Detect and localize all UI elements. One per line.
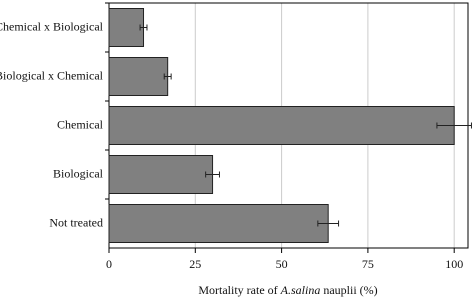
bar [108, 204, 329, 243]
x-tick-label: 50 [276, 257, 288, 271]
y-tick-label: Chemical x Biological [0, 19, 104, 33]
x-axis-label-end: nauplii (%) [323, 283, 377, 297]
x-axis-label-italic: A.salina [280, 283, 321, 297]
y-tick-label: Not treated [49, 215, 103, 229]
x-tick-label: 100 [445, 257, 463, 271]
bar [108, 155, 214, 194]
y-tick-label: Chemical [57, 117, 104, 131]
bar [108, 57, 169, 96]
y-tick-label: Biological [53, 166, 104, 180]
bar [108, 106, 455, 145]
x-tick-label: 25 [189, 257, 201, 271]
x-axis-label-start: Mortality rate of [198, 283, 277, 297]
bar [108, 8, 145, 47]
x-tick-label: 0 [106, 257, 112, 271]
y-tick-label: Biological x Chemical [0, 68, 104, 82]
x-axis-label: Mortality rate of A.salina nauplii (%) [198, 283, 377, 297]
x-tick-label: 75 [362, 257, 374, 271]
